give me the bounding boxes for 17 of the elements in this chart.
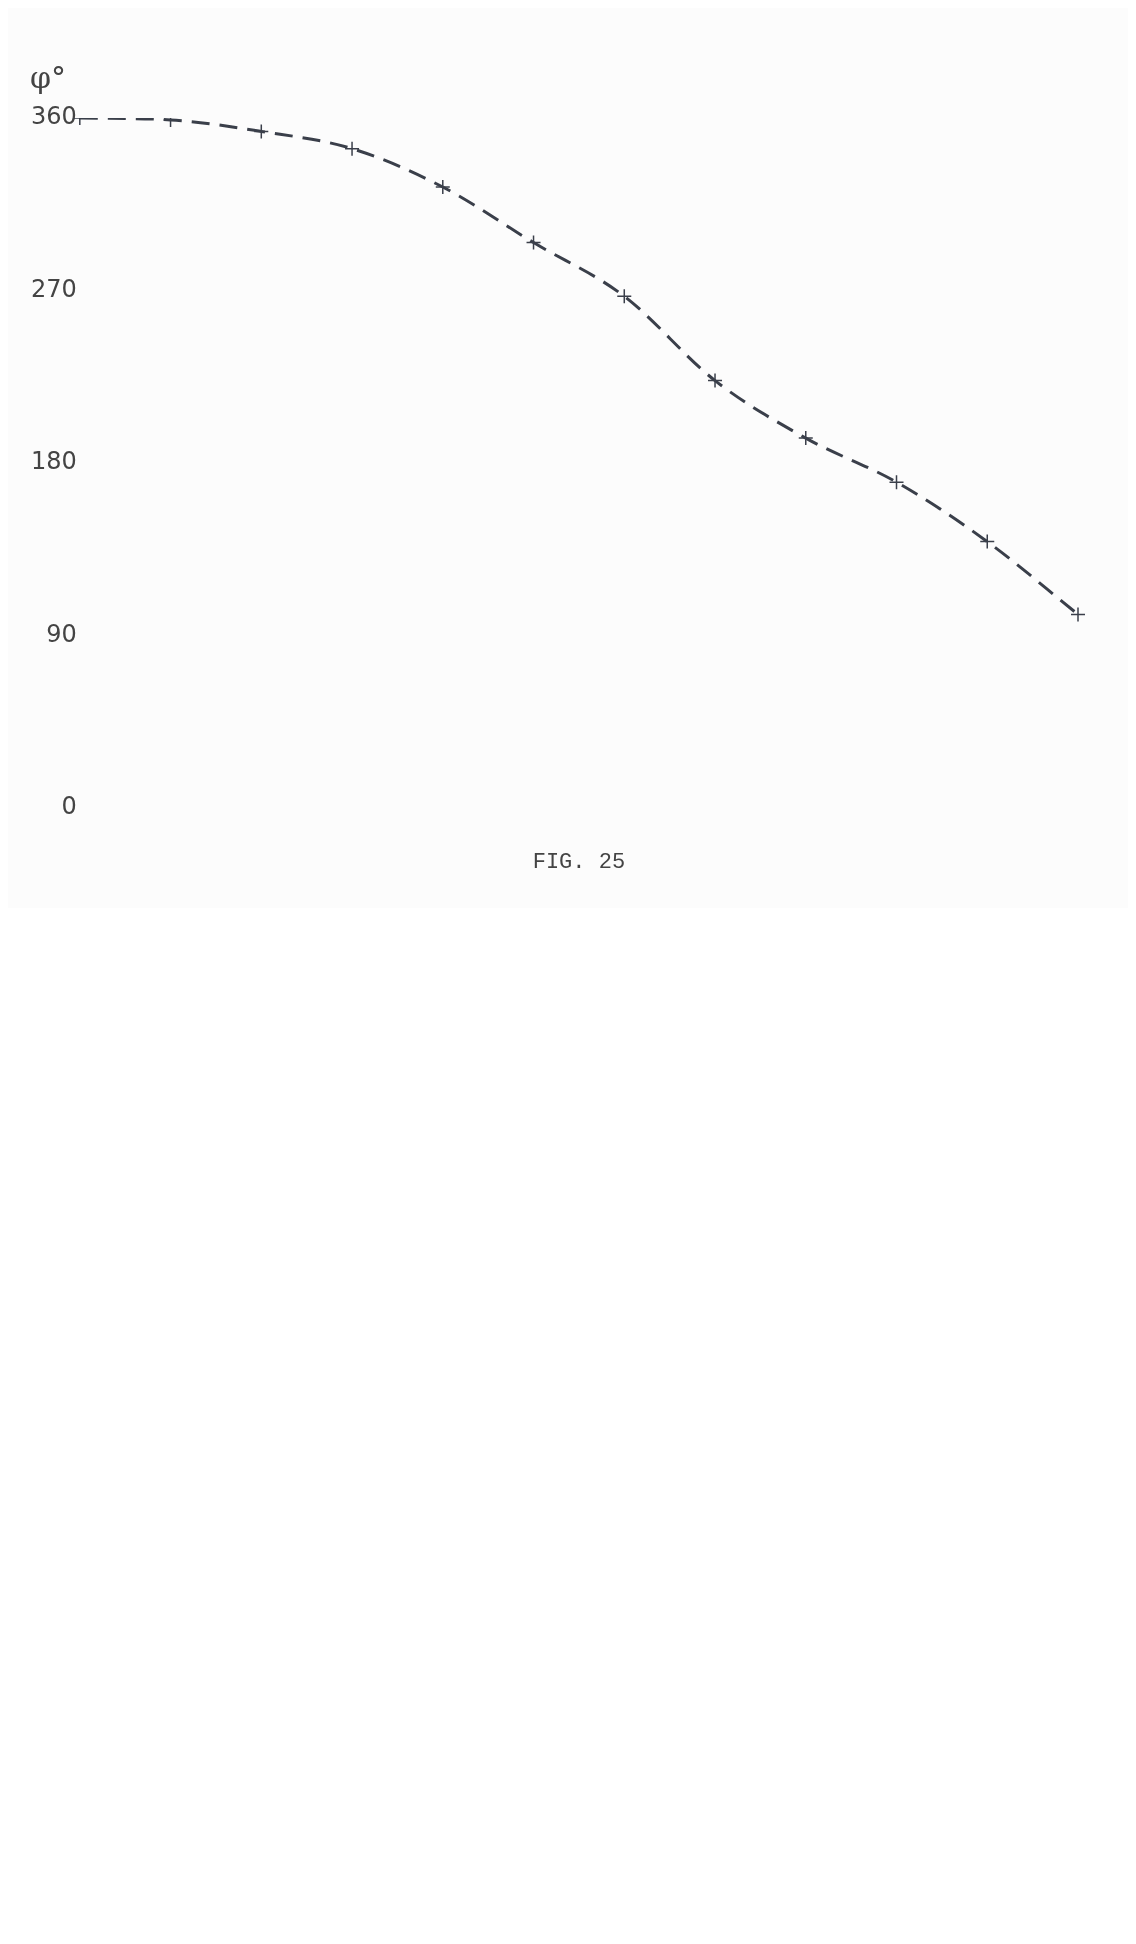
point bbox=[1070, 606, 1086, 623]
point bbox=[616, 288, 633, 304]
y-tick-label: 90 bbox=[46, 619, 77, 648]
y-tick-label: 0 bbox=[61, 792, 77, 821]
caption: FIG. 25 bbox=[532, 850, 626, 875]
y-axis-title: φ° bbox=[29, 60, 67, 95]
point bbox=[707, 372, 723, 389]
y-tick-label: 360 bbox=[31, 102, 77, 131]
y-tick-label: 270 bbox=[31, 274, 77, 303]
point bbox=[253, 123, 270, 140]
y-tick-label: 180 bbox=[31, 447, 77, 476]
point bbox=[798, 430, 814, 446]
point bbox=[979, 533, 996, 550]
point bbox=[435, 179, 451, 195]
point bbox=[525, 234, 542, 251]
point bbox=[344, 140, 360, 157]
point bbox=[888, 474, 905, 490]
